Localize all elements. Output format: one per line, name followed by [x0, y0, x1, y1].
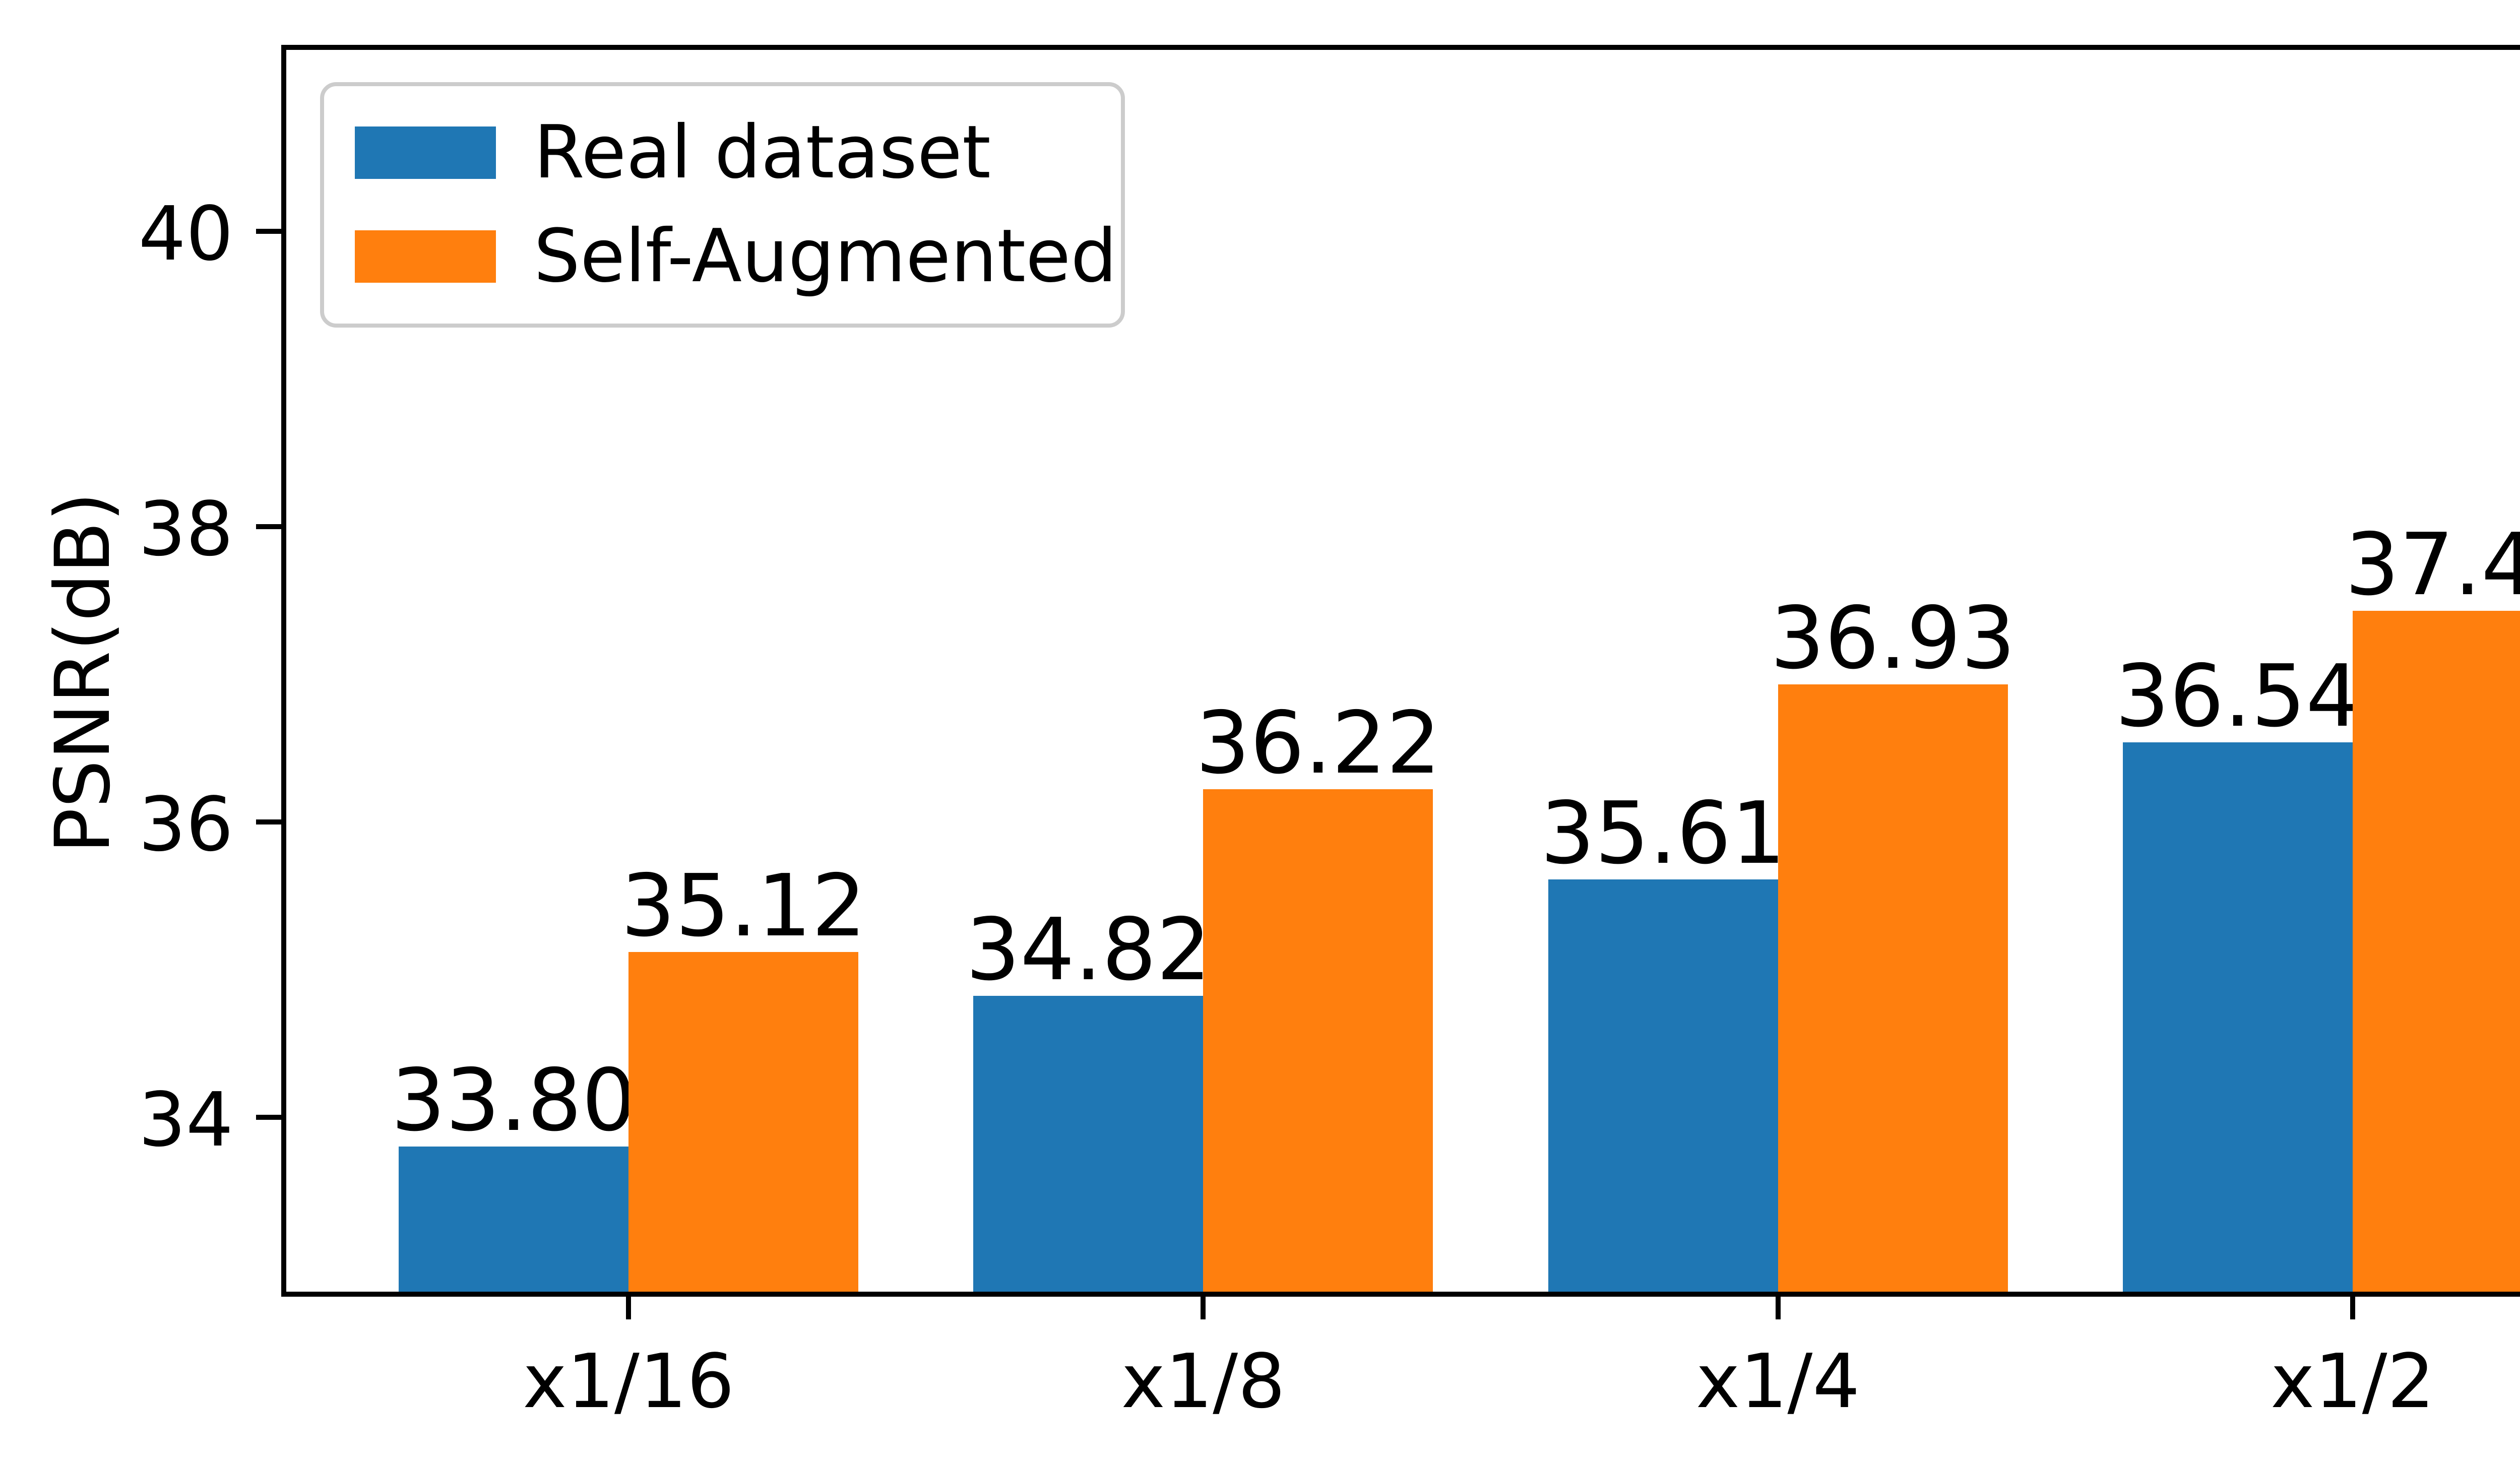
- bar-value-label: 36.22: [1195, 693, 1441, 794]
- y-tick-mark: [256, 1114, 284, 1120]
- bar-x1/16-self-augmented: [628, 951, 859, 1292]
- bar-value-label: 36.54: [2115, 646, 2361, 746]
- y-tick-mark: [256, 819, 284, 824]
- bar-value-label: 37.43: [2345, 515, 2520, 615]
- legend-label-self-augmented: Self-Augmented: [534, 214, 1117, 299]
- x-tick-mark: [626, 1297, 632, 1319]
- bar-x1/8-self-augmented: [1203, 789, 1433, 1292]
- x-tick-label: x1/16: [523, 1338, 735, 1425]
- legend: Real dataset Self-Augmented: [320, 82, 1125, 328]
- bar-value-label: 36.93: [1770, 589, 2015, 689]
- y-tick-label: 40: [138, 190, 233, 278]
- bar-value-label: 35.12: [620, 856, 866, 956]
- bar-x1/2-real-dataset: [2122, 742, 2353, 1292]
- bar-x1/16-real-dataset: [399, 1147, 629, 1292]
- bar-value-label: 34.82: [965, 900, 1211, 1000]
- y-tick-label: 38: [138, 486, 233, 573]
- bar-x1/8-real-dataset: [973, 996, 1204, 1292]
- x-tick-label: x1/2: [2270, 1338, 2435, 1425]
- legend-swatch-self-augmented: [355, 230, 496, 283]
- y-axis-label: PSNR(dB): [39, 492, 127, 854]
- x-tick-mark: [2350, 1297, 2355, 1319]
- x-tick-label: x1/8: [1121, 1338, 1286, 1425]
- legend-entry-real-dataset: Real dataset: [355, 110, 991, 195]
- legend-entry-self-augmented: Self-Augmented: [355, 214, 1117, 299]
- plot-frame: [281, 45, 2520, 1297]
- legend-swatch-real-dataset: [355, 126, 496, 179]
- y-tick-label: 36: [138, 781, 233, 868]
- bar-value-label: 33.80: [391, 1051, 637, 1151]
- legend-label-real-dataset: Real dataset: [534, 110, 991, 195]
- y-tick-mark: [256, 229, 284, 234]
- bar-value-label: 35.61: [1540, 784, 1786, 883]
- y-tick-label: 34: [138, 1076, 233, 1163]
- bar-x1/2-self-augmented: [2352, 610, 2520, 1292]
- x-tick-mark: [1201, 1297, 1206, 1319]
- x-tick-mark: [1775, 1297, 1781, 1319]
- y-tick-mark: [256, 524, 284, 529]
- x-tick-label: x1/4: [1695, 1338, 1860, 1425]
- bar-x1/4-self-augmented: [1778, 684, 2008, 1292]
- bar-x1/4-real-dataset: [1548, 879, 1778, 1292]
